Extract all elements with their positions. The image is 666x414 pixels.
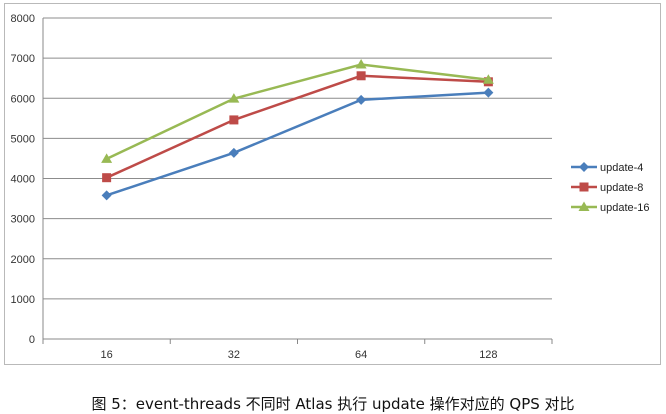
- data-point-update-4: [228, 147, 239, 158]
- y-tick-label: 6000: [11, 93, 35, 105]
- data-point-update-4: [101, 190, 112, 201]
- data-point-update-16: [101, 153, 113, 163]
- x-tick-label: 64: [355, 349, 367, 361]
- y-tick-label: 1000: [11, 294, 35, 306]
- line-chart: 0 1000 2000 3000 4000 5000 6000 7000 8000 16 32 64 1…: [11, 13, 650, 361]
- data-point-update-16: [355, 59, 367, 69]
- series-line-update-4: [106, 91, 489, 197]
- data-point-update-4: [356, 94, 367, 105]
- legend-label: update-16: [600, 202, 650, 214]
- data-point-update-4: [483, 87, 494, 98]
- y-tick-label: 7000: [11, 53, 35, 65]
- legend-marker-update-4: [579, 162, 589, 172]
- data-point-update-16: [228, 93, 240, 103]
- legend-label: update-8: [600, 182, 643, 194]
- chart-frame: [4, 3, 661, 365]
- series-line-update-16: [106, 63, 489, 160]
- y-tick-label: 0: [29, 334, 35, 346]
- x-tick-label: 32: [228, 349, 240, 361]
- x-tick-label: 128: [479, 349, 497, 361]
- y-tick-label: 8000: [11, 13, 35, 25]
- y-tick-label: 3000: [11, 214, 35, 226]
- series-line-update-8: [106, 74, 489, 179]
- y-tick-label: 5000: [11, 133, 35, 145]
- legend-marker-update-8: [579, 182, 589, 192]
- data-point-update-8: [102, 173, 112, 183]
- data-point-update-8: [356, 71, 366, 81]
- data-point-update-16: [482, 74, 494, 84]
- data-point-update-8: [229, 115, 239, 125]
- legend-marker-update-16: [578, 201, 590, 211]
- y-tick-label: 4000: [11, 174, 35, 186]
- y-tick-label: 2000: [11, 254, 35, 266]
- x-tick-label: 16: [101, 349, 113, 361]
- figure-caption: 图 5：event-threads 不同时 Atlas 执行 update 操作…: [91, 395, 575, 413]
- legend-label: update-4: [600, 162, 643, 174]
